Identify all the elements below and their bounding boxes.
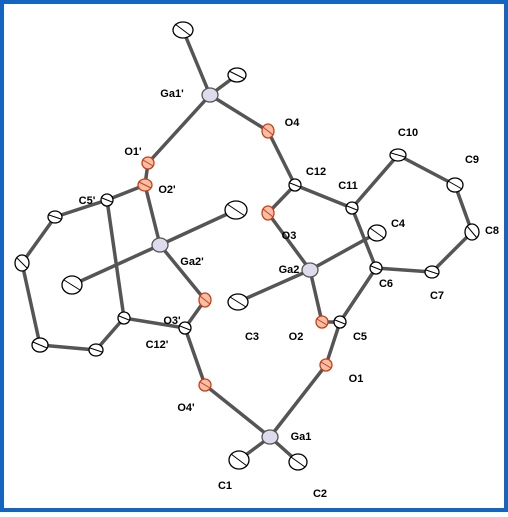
atom-label: C5' [79,195,96,207]
atom-label: O4' [177,402,195,414]
atom-label: C12 [306,166,326,178]
atom-label: C3 [245,331,259,343]
atom-label: Ga2 [279,264,300,276]
atom-label: C2 [313,488,327,500]
structure-diagram: Ga1' O4 O1' C5' O2' C12 C11 C10 C9 C8 O3… [0,0,508,512]
atom-label: Ga1' [160,88,184,100]
atom-label: C10 [398,127,418,139]
atom-label: C8 [485,225,499,237]
frame [2,2,506,510]
atom-label: O2' [158,184,176,196]
atom-label: O1' [124,146,142,158]
atom-label: C6 [379,278,393,290]
atom-label: C7 [430,290,444,302]
atom-label: O2 [289,331,304,343]
atom-label: C11 [338,180,358,192]
atom-label: Ga2' [180,256,204,268]
atom-label: O3 [282,230,297,242]
atom-label: C4 [391,218,406,230]
atom-label: C5 [353,331,367,343]
atom-label: C12' [146,339,169,351]
atom-label: O4 [285,117,301,129]
atom-label: Ga1 [291,431,312,443]
atom-label: O1 [349,373,364,385]
atom-label: C9 [465,154,479,166]
atom-label: O3' [163,315,181,327]
atom-label: C1 [218,480,232,492]
